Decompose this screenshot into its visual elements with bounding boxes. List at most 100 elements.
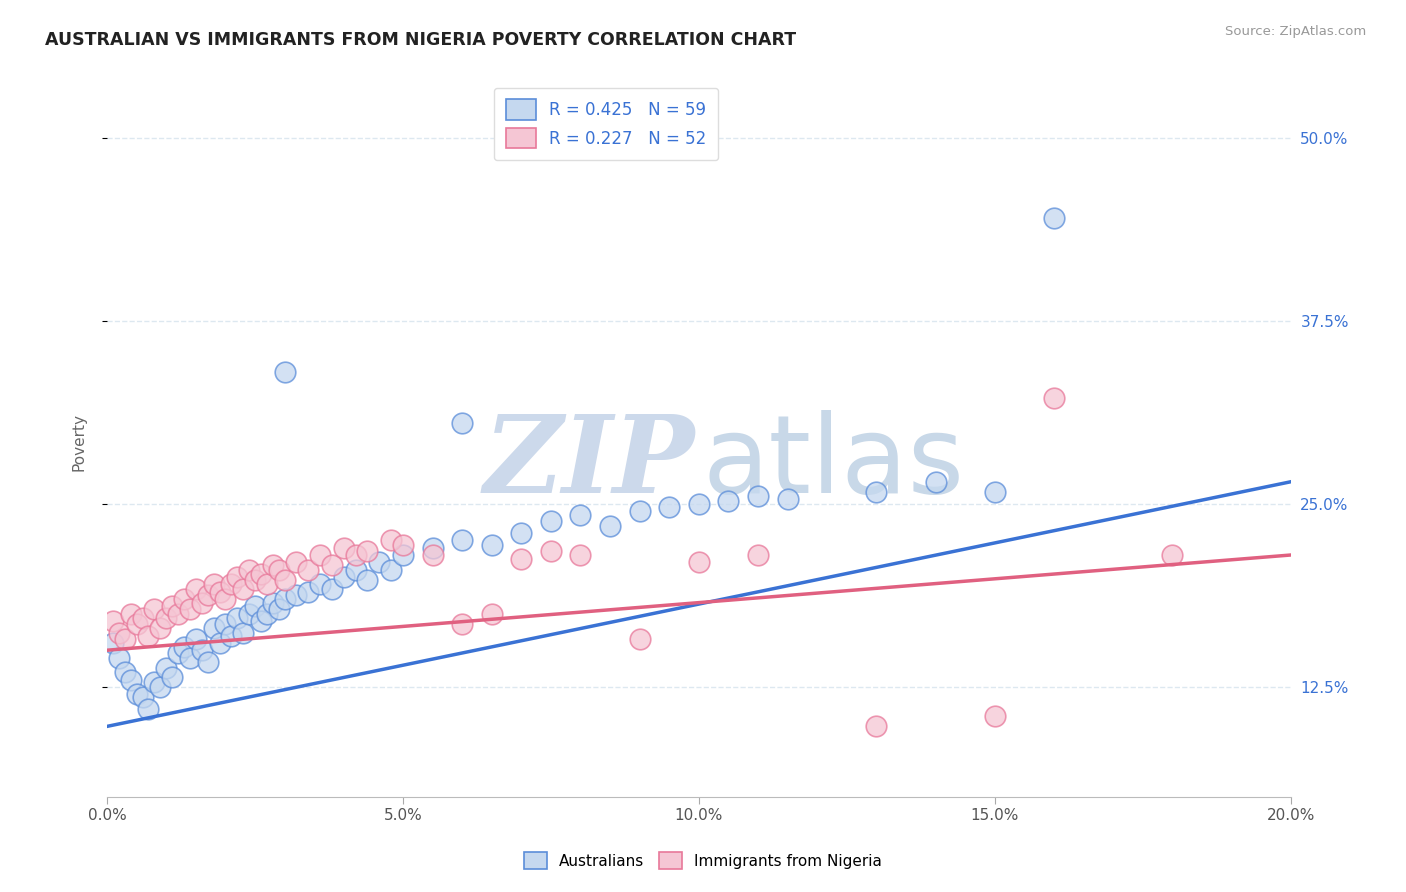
Point <box>392 538 415 552</box>
Point <box>138 629 160 643</box>
Point <box>747 490 769 504</box>
Point <box>125 687 148 701</box>
Point <box>451 416 474 430</box>
Point <box>865 485 887 500</box>
Point <box>510 552 533 566</box>
Point <box>368 555 391 569</box>
Text: ZIP: ZIP <box>484 409 696 516</box>
Point <box>333 570 356 584</box>
Point <box>380 563 402 577</box>
Point <box>983 485 1005 500</box>
Point <box>197 588 219 602</box>
Point <box>628 632 651 646</box>
Point <box>273 365 295 379</box>
Point <box>481 607 503 621</box>
Point <box>309 548 332 562</box>
Point <box>658 500 681 514</box>
Point <box>865 719 887 733</box>
Point <box>380 533 402 548</box>
Point <box>422 541 444 555</box>
Point <box>108 650 131 665</box>
Point <box>226 611 249 625</box>
Point <box>138 702 160 716</box>
Point <box>422 548 444 562</box>
Point <box>262 558 284 573</box>
Point <box>202 577 225 591</box>
Point <box>214 591 236 606</box>
Point <box>1161 548 1184 562</box>
Point <box>243 599 266 614</box>
Point <box>344 563 367 577</box>
Point <box>108 625 131 640</box>
Point <box>149 621 172 635</box>
Point <box>392 548 415 562</box>
Point <box>243 573 266 587</box>
Point <box>273 591 295 606</box>
Y-axis label: Poverty: Poverty <box>72 412 86 470</box>
Point <box>184 582 207 596</box>
Point <box>208 584 231 599</box>
Point <box>190 596 212 610</box>
Point <box>688 497 710 511</box>
Point <box>333 541 356 555</box>
Point <box>297 563 319 577</box>
Point <box>143 602 166 616</box>
Point <box>510 526 533 541</box>
Point <box>451 616 474 631</box>
Point <box>1043 392 1066 406</box>
Point <box>628 504 651 518</box>
Point <box>208 636 231 650</box>
Point <box>131 690 153 704</box>
Point <box>776 492 799 507</box>
Point <box>256 607 278 621</box>
Point <box>1043 211 1066 226</box>
Point <box>688 555 710 569</box>
Point <box>262 596 284 610</box>
Legend: R = 0.425   N = 59, R = 0.227   N = 52: R = 0.425 N = 59, R = 0.227 N = 52 <box>494 87 718 160</box>
Point <box>114 665 136 680</box>
Point <box>221 629 243 643</box>
Point <box>356 543 378 558</box>
Point <box>114 632 136 646</box>
Point <box>451 533 474 548</box>
Point <box>256 577 278 591</box>
Point <box>267 563 290 577</box>
Point <box>250 567 273 582</box>
Point <box>238 607 260 621</box>
Point <box>273 573 295 587</box>
Point <box>321 582 343 596</box>
Point <box>131 611 153 625</box>
Text: atlas: atlas <box>703 409 965 516</box>
Point <box>179 650 201 665</box>
Point <box>160 599 183 614</box>
Point <box>167 607 190 621</box>
Point <box>149 680 172 694</box>
Point <box>214 616 236 631</box>
Point <box>179 602 201 616</box>
Point <box>569 548 592 562</box>
Point <box>221 577 243 591</box>
Text: AUSTRALIAN VS IMMIGRANTS FROM NIGERIA POVERTY CORRELATION CHART: AUSTRALIAN VS IMMIGRANTS FROM NIGERIA PO… <box>45 31 796 49</box>
Point <box>232 625 254 640</box>
Point <box>344 548 367 562</box>
Point <box>202 621 225 635</box>
Point <box>155 661 177 675</box>
Point <box>297 584 319 599</box>
Point <box>569 508 592 523</box>
Point <box>285 555 308 569</box>
Point <box>747 548 769 562</box>
Point <box>540 514 562 528</box>
Point <box>599 518 621 533</box>
Point <box>125 616 148 631</box>
Point <box>267 602 290 616</box>
Point <box>226 570 249 584</box>
Point <box>173 640 195 655</box>
Point <box>184 632 207 646</box>
Point <box>155 611 177 625</box>
Point <box>143 675 166 690</box>
Point <box>197 655 219 669</box>
Point <box>481 538 503 552</box>
Point <box>101 614 124 628</box>
Legend: Australians, Immigrants from Nigeria: Australians, Immigrants from Nigeria <box>517 846 889 875</box>
Point <box>250 614 273 628</box>
